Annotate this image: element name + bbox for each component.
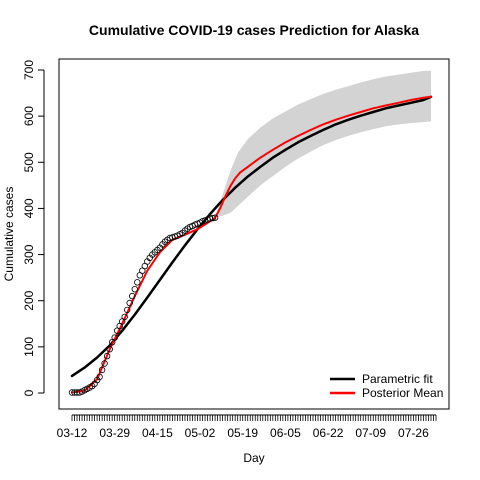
x-tick-label: 07-09 bbox=[355, 426, 386, 440]
observed-point bbox=[71, 389, 78, 396]
y-tick-label: 200 bbox=[22, 290, 36, 310]
x-tick-label: 05-19 bbox=[227, 426, 258, 440]
x-tick-label: 03-12 bbox=[57, 426, 88, 440]
observed-point bbox=[131, 286, 138, 293]
x-tick-label: 05-02 bbox=[185, 426, 216, 440]
x-tick-label: 06-05 bbox=[270, 426, 301, 440]
observed-point bbox=[126, 299, 133, 307]
observed-point bbox=[98, 366, 106, 374]
observed-point bbox=[121, 313, 128, 321]
plot-area bbox=[68, 70, 433, 396]
x-tick-label: 04-15 bbox=[142, 426, 173, 440]
observed-point bbox=[103, 352, 111, 360]
legend-label: Parametric fit bbox=[362, 372, 433, 386]
observed-point bbox=[68, 389, 76, 396]
y-tick-label: 700 bbox=[22, 60, 36, 80]
y-tick-label: 500 bbox=[22, 152, 36, 172]
y-axis-label: Cumulative cases bbox=[2, 187, 16, 282]
observed-point bbox=[134, 279, 141, 286]
y-tick-label: 400 bbox=[22, 198, 36, 218]
observed-point bbox=[123, 306, 131, 314]
observed-point bbox=[101, 360, 108, 367]
observed-point bbox=[128, 292, 136, 300]
x-axis: 03-12 03-29 04-15 05-02 05-19 06-05 06-22 07-09… bbox=[57, 414, 437, 440]
x-tick-label: 03-29 bbox=[99, 426, 130, 440]
y-axis: 0 100 200 300 400 500 600 700 bbox=[22, 60, 45, 396]
observed-point bbox=[96, 373, 103, 381]
observed-point bbox=[211, 214, 219, 221]
credible-band bbox=[215, 70, 431, 218]
y-tick-label: 300 bbox=[22, 244, 36, 264]
y-tick-label: 0 bbox=[22, 389, 36, 396]
observed-point bbox=[111, 334, 118, 341]
observed-point bbox=[106, 346, 113, 353]
observed-point bbox=[209, 214, 216, 222]
observed-point bbox=[206, 215, 214, 222]
y-tick-label: 600 bbox=[22, 106, 36, 126]
x-tick-label: 07-26 bbox=[398, 426, 429, 440]
chart-title: Cumulative COVID-19 cases Prediction for… bbox=[89, 22, 419, 38]
x-axis-label: Day bbox=[243, 451, 264, 465]
series-line-parametric-fit bbox=[70, 95, 433, 378]
y-tick-label: 100 bbox=[22, 337, 36, 357]
x-tick-label: 06-22 bbox=[313, 426, 344, 440]
observed-point bbox=[73, 389, 81, 396]
series-line-posterior-mean bbox=[71, 95, 432, 394]
plot-frame bbox=[58, 58, 450, 410]
legend-label: Posterior Mean bbox=[362, 386, 443, 400]
